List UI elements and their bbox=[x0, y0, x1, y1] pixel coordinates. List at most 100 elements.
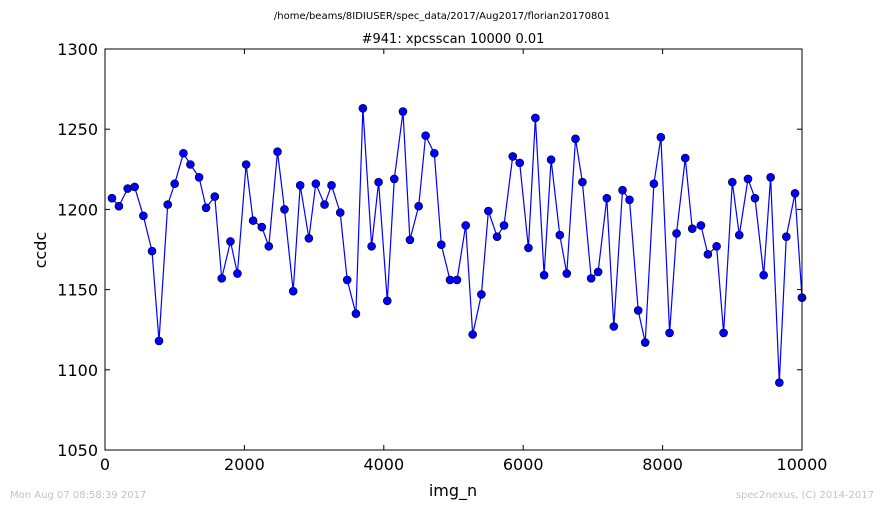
x-tick-label: 6000 bbox=[503, 455, 544, 474]
chart-title: #941: xpcsscan 10000 0.01 bbox=[362, 32, 545, 47]
data-point bbox=[154, 336, 164, 346]
data-point bbox=[492, 232, 502, 241]
data-point bbox=[649, 179, 659, 189]
data-point bbox=[750, 193, 760, 203]
data-point bbox=[358, 104, 368, 113]
data-point bbox=[734, 230, 744, 240]
plot-frame bbox=[104, 48, 803, 451]
data-point bbox=[273, 147, 282, 156]
data-point bbox=[719, 328, 728, 338]
data-point bbox=[179, 148, 188, 158]
data-point bbox=[201, 203, 211, 213]
data-point bbox=[280, 205, 289, 214]
data-point bbox=[398, 107, 408, 116]
data-point bbox=[680, 153, 690, 163]
y-tick-label: 1150 bbox=[57, 281, 98, 300]
data-point bbox=[562, 269, 572, 278]
data-point bbox=[461, 221, 470, 230]
data-point bbox=[139, 211, 148, 221]
data-point bbox=[414, 201, 423, 211]
data-point bbox=[327, 181, 336, 190]
data-point bbox=[382, 296, 392, 306]
data-point bbox=[241, 160, 251, 169]
y-tick-label: 1100 bbox=[57, 361, 98, 380]
data-point bbox=[405, 235, 415, 245]
data-point bbox=[147, 246, 157, 256]
plot-area: 0 2000 4000 6000 8000 10000 1050 1100 1150 1200 12… bbox=[57, 40, 827, 474]
x-tick-label: 10000 bbox=[777, 455, 828, 474]
data-point bbox=[696, 221, 706, 230]
data-point bbox=[437, 240, 446, 249]
data-point bbox=[114, 201, 124, 211]
data-point bbox=[367, 241, 376, 251]
y-tick-label: 1300 bbox=[57, 40, 98, 59]
data-point bbox=[665, 328, 674, 338]
data-point bbox=[335, 208, 345, 217]
data-point bbox=[672, 229, 681, 238]
data-point bbox=[571, 134, 580, 144]
data-point bbox=[515, 158, 525, 168]
x-axis-label: img_n bbox=[429, 481, 477, 501]
data-point bbox=[546, 155, 556, 164]
data-point bbox=[123, 184, 132, 193]
data-point bbox=[602, 193, 612, 203]
data-point bbox=[374, 177, 383, 187]
credit-text: spec2nexus, (C) 2014-2017 bbox=[735, 490, 874, 501]
data-point bbox=[609, 322, 619, 331]
data-point bbox=[578, 177, 587, 187]
data-point bbox=[759, 270, 768, 280]
data-point bbox=[468, 330, 477, 339]
data-point bbox=[210, 192, 220, 201]
data-point bbox=[304, 233, 314, 243]
x-tick-label: 4000 bbox=[363, 455, 404, 474]
data-point bbox=[766, 173, 775, 182]
data-point bbox=[484, 206, 493, 216]
data-point bbox=[727, 177, 737, 187]
data-point bbox=[186, 160, 195, 169]
data-point bbox=[593, 267, 603, 277]
data-point bbox=[743, 174, 753, 184]
data-point bbox=[508, 152, 518, 161]
x-tick-label: 8000 bbox=[642, 455, 683, 474]
data-point bbox=[130, 182, 139, 192]
data-point bbox=[107, 193, 117, 203]
data-point bbox=[618, 185, 627, 195]
data-point bbox=[452, 275, 462, 285]
data-point bbox=[586, 274, 596, 283]
data-point bbox=[264, 241, 274, 251]
y-axis-label: ccdc bbox=[31, 232, 50, 269]
data-point bbox=[790, 189, 800, 198]
data-point bbox=[524, 243, 533, 253]
chart-suptitle: /home/beams/8IDIUSER/spec_data/2017/Aug2… bbox=[274, 11, 610, 22]
data-point bbox=[640, 338, 650, 347]
data-point bbox=[248, 216, 258, 225]
x-tick-label: 0 bbox=[100, 455, 110, 474]
data-point bbox=[421, 131, 430, 140]
data-point bbox=[712, 241, 721, 251]
data-point bbox=[625, 195, 634, 205]
data-point bbox=[687, 224, 697, 233]
data-point bbox=[499, 221, 509, 230]
data-point bbox=[311, 179, 321, 189]
data-point bbox=[539, 270, 549, 280]
series-line bbox=[111, 108, 802, 383]
y-tick-label: 1050 bbox=[57, 441, 98, 460]
data-point bbox=[194, 173, 204, 182]
data-point bbox=[531, 113, 540, 123]
y-tick-label: 1200 bbox=[57, 200, 98, 219]
data-point bbox=[217, 274, 227, 283]
data-point bbox=[775, 378, 784, 387]
y-tick-label: 1250 bbox=[57, 120, 98, 139]
data-point bbox=[656, 132, 666, 142]
data-point bbox=[295, 181, 305, 190]
data-point bbox=[163, 200, 173, 209]
data-point bbox=[226, 237, 235, 246]
data-point bbox=[320, 200, 329, 209]
data-point bbox=[351, 309, 361, 318]
data-point bbox=[288, 286, 298, 296]
data-point bbox=[703, 250, 713, 259]
data-point bbox=[257, 222, 267, 232]
data-point bbox=[170, 179, 179, 189]
data-point bbox=[477, 290, 486, 299]
